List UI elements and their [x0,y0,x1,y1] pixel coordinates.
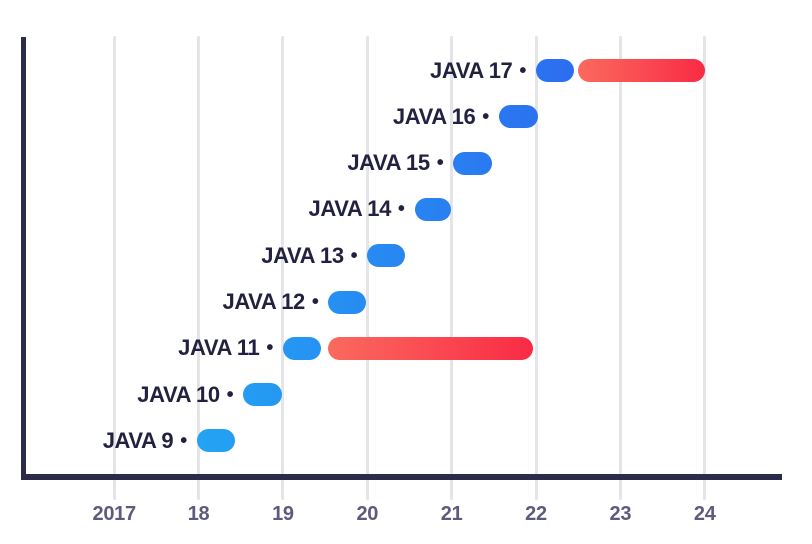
row-label-text: JAVA 17 [430,57,513,83]
extended-support-bar [327,336,534,360]
row-label-text: JAVA 14 [308,196,392,222]
row-label-text: JAVA 9 [102,427,174,453]
bullet-dot-icon: • [266,337,273,360]
support-period-pill [328,290,367,314]
x-tick-label: 19 [272,503,294,525]
row-label-text: JAVA 10 [137,381,220,407]
bullet-dot-icon: • [397,198,405,221]
row-label: JAVA 10 • [137,382,233,408]
support-period-pill [453,151,493,175]
gridline-2017 [112,36,116,500]
row-label: JAVA 9 • [102,427,188,454]
x-tick-label: 24 [693,503,716,525]
support-period-pill [414,197,451,221]
gridline-21 [450,36,454,500]
support-period-pill [282,336,321,360]
row-label: JAVA 14 • [309,196,405,222]
y-axis-line [21,36,26,480]
bullet-dot-icon: • [180,429,187,452]
row-label: JAVA 12 • [222,289,318,315]
gridline-23 [618,36,622,500]
x-tick-label: 2017 [92,503,137,525]
support-period-pill [498,105,538,129]
bullet-dot-icon: • [482,105,489,128]
gridline-22 [534,36,538,500]
bullet-dot-icon: • [311,291,319,313]
x-tick-label: 21 [440,503,463,525]
bullet-dot-icon: • [519,59,526,82]
bullet-dot-icon: • [350,244,358,267]
x-tick-label: 22 [525,503,547,525]
row-label: JAVA 13 • [261,243,357,269]
row-label-text: JAVA 15 [347,150,430,176]
gridline-24 [703,36,707,500]
x-tick-label: 18 [187,503,210,525]
row-label: JAVA 15 • [347,150,443,176]
row-label: JAVA 17 • [430,58,526,84]
row-label: JAVA 16 • [393,104,489,130]
x-axis-line [21,473,782,480]
support-period-pill [243,383,283,407]
support-period-pill [367,244,406,268]
gridline-20 [365,36,369,500]
x-tick-label: 20 [356,503,379,525]
bullet-dot-icon: • [226,383,234,406]
gridline-19 [281,36,285,500]
gridline-18 [197,36,201,500]
x-tick-label: 23 [609,503,632,525]
support-period-pill [536,59,574,82]
row-label: JAVA 11 • [178,335,273,361]
row-label-text: JAVA 13 [261,242,344,268]
row-label-text: JAVA 11 [178,335,260,361]
row-label-text: JAVA 16 [392,103,476,129]
support-period-pill [196,429,235,453]
extended-support-bar [578,59,705,82]
bullet-dot-icon: • [436,152,444,175]
row-label-text: JAVA 12 [222,289,305,314]
